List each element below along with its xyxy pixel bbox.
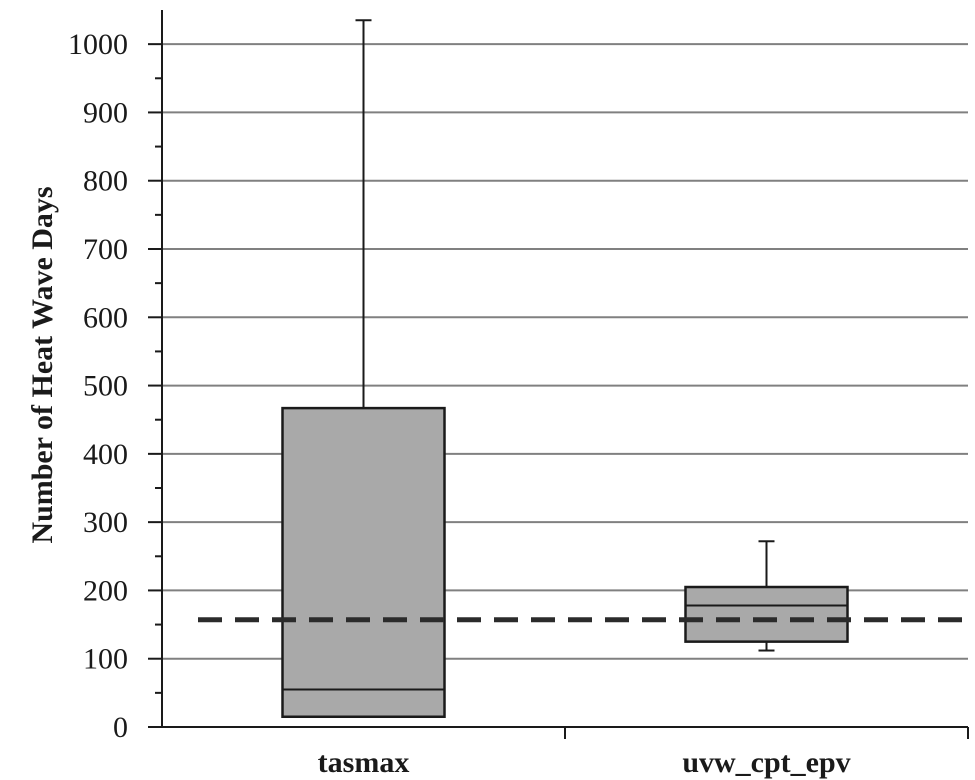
y-tick-label: 300 [83, 506, 128, 539]
y-tick-label: 200 [83, 574, 128, 607]
y-tick-label: 900 [83, 96, 128, 129]
y-tick-label: 700 [83, 233, 128, 266]
iqr-box [684, 585, 849, 643]
y-tick-label: 100 [83, 643, 128, 676]
y-tick-label: 800 [83, 165, 128, 198]
category-labels: tasmax uvw_cpt_epv [318, 746, 851, 779]
y-tick-label: 600 [83, 301, 128, 334]
box-tasmax [281, 19, 446, 719]
box-uvw_cpt_epv [684, 540, 849, 652]
boxes [281, 19, 849, 719]
iqr-box [281, 406, 446, 719]
y-tick-label: 0 [113, 711, 128, 744]
y-tick-label: 1000 [68, 28, 128, 61]
y-tick-label: 400 [83, 438, 128, 471]
y-axis-ticks: 0 100 200 300 400 500 600 700 800 900 1000 [68, 28, 969, 744]
x-category-label: uvw_cpt_epv [682, 746, 850, 779]
x-category-label: tasmax [318, 746, 410, 779]
y-tick-label: 500 [83, 370, 128, 403]
y-axis-title: Number of Heat Wave Days [26, 186, 59, 543]
